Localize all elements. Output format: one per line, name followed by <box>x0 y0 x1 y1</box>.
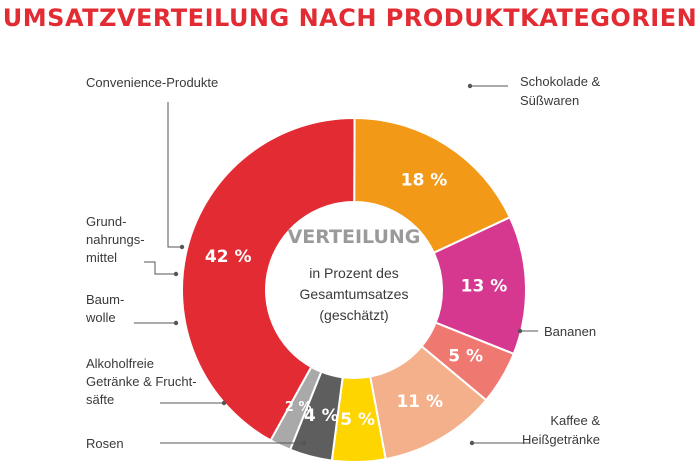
leader-dot <box>517 328 523 334</box>
leader-dot <box>467 83 473 89</box>
leader-dot <box>301 440 307 446</box>
value-label-1: 18 % <box>401 170 448 190</box>
callout-0: Schokolade & Süßwaren <box>467 74 601 108</box>
leader-dot <box>173 271 179 277</box>
category-label: Rosen <box>86 436 124 451</box>
category-label: Bananen <box>544 324 596 339</box>
category-label: wolle <box>85 310 116 325</box>
donut-center: VERTEILUNG in Prozent des Gesamtumsatzes (g… <box>288 226 421 323</box>
center-subtitle-line: in Prozent des <box>309 265 399 281</box>
category-label: Heißgetränke <box>522 432 600 447</box>
category-label: Schokolade & <box>520 74 601 89</box>
slice-7 <box>269 365 323 451</box>
leader-line <box>144 261 176 275</box>
category-label: Grund- <box>86 214 126 229</box>
callout-5: Baum-wolle <box>85 292 179 326</box>
callout-1: Bananen <box>517 324 596 339</box>
value-label-4: 11 % <box>396 392 443 412</box>
slice-0 <box>181 117 356 442</box>
callout-4: Alkoholfreie Getränke & Frucht-säfte <box>86 356 227 407</box>
callout-2: Kaffee & Heißgetränke <box>469 413 600 447</box>
value-label-0: 42 % <box>205 247 252 267</box>
callout-7: Convenience-Produkte <box>86 75 218 250</box>
category-label: säfte <box>86 392 114 407</box>
leader-dot <box>221 400 227 406</box>
value-labels: 42 %18 %13 %5 %11 %5 %4 %2 % <box>205 170 507 429</box>
category-label: Convenience-Produkte <box>86 75 218 90</box>
category-label: Getränke & Frucht- <box>86 374 197 389</box>
chart-title: UMSATZVERTEILUNG NACH PRODUKTKATEGORIEN <box>2 4 698 32</box>
callout-3: Rosen <box>86 436 307 451</box>
center-subtitle-line: Gesamtumsatzes <box>300 286 409 302</box>
value-label-6: 4 % <box>304 406 339 426</box>
category-label: nahrungs- <box>86 232 145 247</box>
category-label: mittel <box>86 250 117 265</box>
category-label: Baum- <box>86 292 124 307</box>
leader-dot <box>173 320 179 326</box>
category-label: Süßwaren <box>520 93 579 108</box>
value-label-7: 2 % <box>285 400 312 415</box>
slice-1 <box>353 116 512 255</box>
center-subtitle-line: (geschätzt) <box>319 307 388 323</box>
donut-slices <box>181 116 527 463</box>
callout-6: Grund-nahrungs-mittel <box>86 214 179 277</box>
leader-dot <box>469 440 475 446</box>
value-label-2: 13 % <box>461 276 508 296</box>
category-label: Alkoholfreie <box>86 356 154 371</box>
leader-dot <box>179 244 185 250</box>
category-callouts: Schokolade & Süßwaren Bananen Kaffee & Heißg… <box>85 74 601 451</box>
value-label-5: 5 % <box>340 410 375 430</box>
leader-line <box>167 102 182 248</box>
category-label: Kaffee & <box>550 413 600 428</box>
center-title: VERTEILUNG <box>288 226 421 248</box>
value-label-3: 5 % <box>448 347 483 367</box>
